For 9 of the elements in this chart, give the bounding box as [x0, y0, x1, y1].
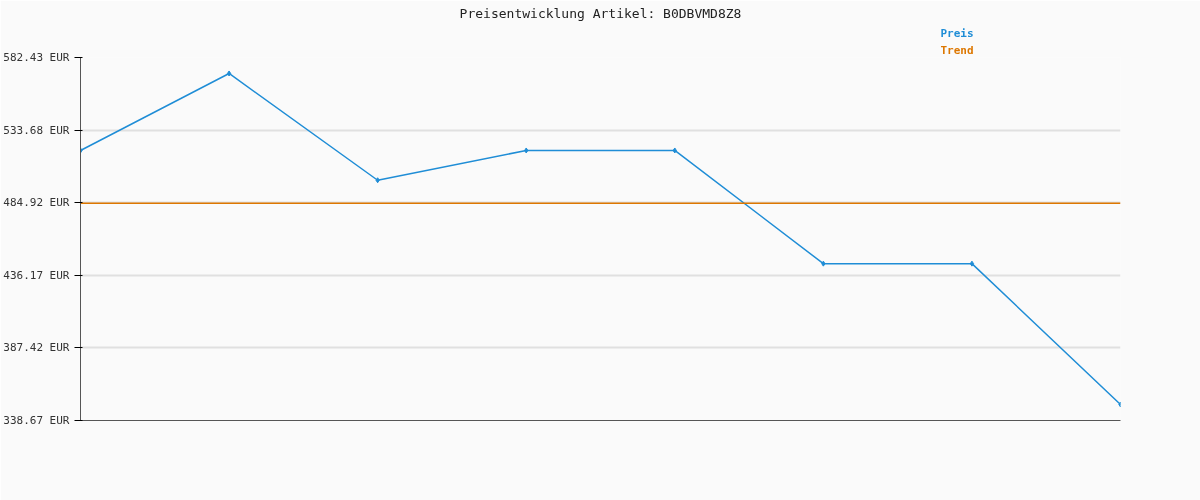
- y-tick-label: 533.68 EUR: [3, 123, 70, 137]
- y-tick-label: 387.42 EUR: [3, 341, 70, 355]
- y-tick-label: 338.67 EUR: [3, 414, 70, 427]
- y-tick-label: 582.43 EUR: [3, 51, 70, 64]
- y-tick-label: 436.17 EUR: [3, 268, 70, 282]
- text: Preis: [940, 26, 974, 40]
- y-tick-label: 484.92 EUR: [3, 196, 70, 210]
- chart-title: Preisentwicklung Artikel: B0DBVMD8Z8: [459, 5, 742, 21]
- text: Trend: [940, 43, 974, 57]
